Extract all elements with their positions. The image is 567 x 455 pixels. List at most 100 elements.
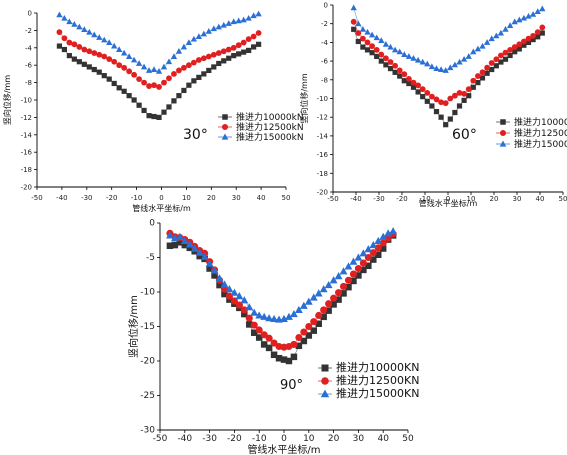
- x-tick-label: -40: [56, 194, 67, 202]
- data-point-series-2: [190, 59, 197, 66]
- data-point-series-1: [250, 329, 258, 336]
- data-point-series-3: [235, 17, 242, 24]
- y-tick-label: -20: [317, 189, 328, 197]
- data-point-series-2: [410, 79, 417, 86]
- data-point-series-3: [373, 34, 380, 41]
- data-point-series-3: [86, 28, 93, 35]
- data-point-series-2: [215, 50, 222, 56]
- data-point-series-1: [374, 251, 382, 258]
- data-point-series-3: [195, 33, 202, 39]
- data-point-series-3: [245, 303, 254, 311]
- data-point-series-1: [345, 283, 352, 291]
- data-point-series-3: [329, 276, 338, 284]
- series-line-1: [353, 29, 543, 126]
- data-point-series-1: [447, 116, 453, 122]
- data-point-series-1: [275, 354, 283, 362]
- data-point-series-3: [56, 11, 63, 18]
- y-tick-label: -20: [21, 184, 32, 192]
- x-tick-label: 20: [328, 434, 340, 444]
- y-tick-label: -18: [21, 166, 32, 174]
- data-point-series-2: [210, 51, 217, 58]
- data-point-series-3: [493, 32, 500, 39]
- data-point-series-3: [506, 22, 514, 29]
- x-tick-label: -50: [327, 195, 338, 203]
- data-point-series-3: [379, 232, 388, 240]
- data-point-series-2: [383, 55, 389, 62]
- data-point-series-1: [101, 73, 107, 79]
- x-tick-label: 10: [303, 434, 315, 444]
- x-tick-label: -20: [227, 434, 242, 444]
- x-tick-label: -30: [373, 195, 384, 203]
- data-point-series-1: [387, 65, 394, 72]
- legend-marker-3: [499, 140, 507, 147]
- y-tick-label: -30: [140, 426, 155, 436]
- data-point-series-3: [96, 34, 103, 40]
- data-point-series-1: [91, 66, 97, 73]
- y-tick-label: -12: [21, 114, 32, 122]
- y-tick-label: -8: [25, 79, 32, 87]
- data-point-series-1: [351, 26, 357, 32]
- data-point-series-1: [255, 334, 263, 341]
- data-point-series-1: [226, 55, 232, 61]
- data-point-series-3: [355, 20, 362, 27]
- data-point-series-2: [475, 73, 481, 79]
- data-point-series-1: [360, 44, 366, 50]
- data-point-series-1: [221, 58, 227, 64]
- legend-marker-3: [221, 133, 229, 140]
- x-tick-label: 40: [536, 195, 545, 203]
- legend-marker-2: [221, 123, 229, 131]
- data-point-series-1: [305, 332, 313, 339]
- data-point-series-3: [150, 66, 158, 73]
- data-point-series-2: [406, 75, 412, 82]
- data-point-series-2: [461, 90, 467, 97]
- y-tick-label: 0: [28, 10, 32, 18]
- data-point-series-1: [489, 66, 495, 73]
- data-point-series-1: [106, 76, 112, 82]
- data-point-series-1: [310, 327, 318, 334]
- data-point-series-1: [181, 241, 189, 249]
- data-point-series-1: [56, 43, 63, 49]
- data-point-series-1: [201, 71, 207, 77]
- data-point-series-2: [392, 62, 398, 69]
- data-point-series-2: [442, 100, 449, 107]
- data-point-series-3: [401, 51, 408, 58]
- data-point-series-2: [260, 331, 268, 339]
- legend-label-3: 推进力15000kN: [236, 131, 304, 143]
- x-tick-label: 40: [257, 194, 266, 202]
- data-point-series-3: [488, 35, 495, 42]
- data-point-series-1: [493, 63, 499, 69]
- data-point-series-1: [466, 93, 472, 99]
- data-point-series-1: [364, 47, 371, 53]
- data-point-series-3: [126, 53, 133, 59]
- y-tick-label: -12: [317, 114, 328, 122]
- data-point-series-2: [325, 300, 333, 308]
- data-point-series-1: [475, 80, 481, 86]
- data-point-series-1: [96, 69, 102, 75]
- data-point-series-3: [368, 31, 376, 38]
- data-point-series-3: [220, 21, 227, 28]
- x-tick-label: 0: [159, 194, 163, 202]
- data-point-series-3: [185, 39, 193, 46]
- legend-marker-2: [321, 377, 329, 385]
- data-point-series-1: [424, 98, 430, 104]
- y-axis-title: 竖向位移/mm: [2, 75, 12, 125]
- data-point-series-3: [497, 29, 505, 36]
- y-tick-label: -10: [317, 95, 328, 103]
- data-point-series-3: [419, 58, 426, 65]
- data-point-series-2: [156, 84, 162, 90]
- x-tick-label: -40: [350, 195, 361, 203]
- y-tick-label: -8: [321, 76, 328, 84]
- series-line-1: [59, 44, 259, 118]
- data-point-series-3: [437, 66, 445, 72]
- data-point-series-1: [265, 344, 273, 352]
- data-point-series-2: [245, 314, 253, 322]
- data-point-series-2: [106, 56, 113, 63]
- data-point-series-1: [81, 61, 87, 67]
- data-point-series-2: [166, 75, 172, 82]
- x-tick-label: -20: [106, 194, 117, 202]
- x-tick-label: 30: [353, 434, 365, 444]
- data-point-series-2: [452, 92, 458, 99]
- data-point-series-2: [415, 82, 421, 89]
- data-point-series-3: [215, 23, 222, 30]
- data-point-series-1: [280, 356, 288, 363]
